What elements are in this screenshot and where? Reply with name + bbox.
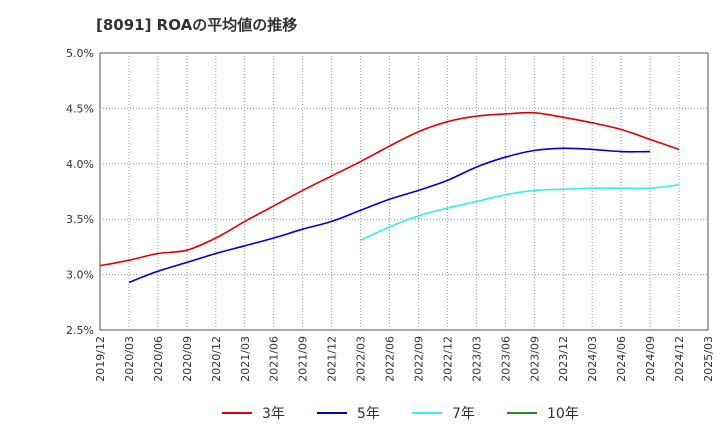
x-axis-ticks: 2019/12 2020/03 2020/06 2020/09 2020/12 2021/… bbox=[94, 336, 715, 382]
x-tick-label: 2024/09 bbox=[644, 336, 657, 382]
y-tick-label: 2.5% bbox=[66, 324, 94, 337]
y-tick-label: 4.5% bbox=[66, 102, 94, 115]
y-tick-label: 3.0% bbox=[66, 269, 94, 282]
x-tick-label: 2021/06 bbox=[268, 336, 281, 382]
legend-label-3: 7年 bbox=[452, 406, 475, 422]
x-tick-label: 2020/12 bbox=[210, 336, 223, 382]
x-tick-label: 2020/09 bbox=[181, 336, 194, 382]
x-tick-label: 2019/12 bbox=[94, 336, 107, 382]
x-tick-label: 2022/09 bbox=[412, 336, 425, 382]
grid-lines bbox=[100, 53, 708, 330]
legend-label-1: 3年 bbox=[262, 406, 285, 422]
x-tick-label: 2023/06 bbox=[499, 336, 512, 382]
x-tick-label: 2021/03 bbox=[239, 336, 252, 382]
x-tick-label: 2024/12 bbox=[673, 336, 686, 382]
x-tick-label: 2022/06 bbox=[384, 336, 397, 382]
x-tick-label: 2025/03 bbox=[702, 336, 715, 382]
series-line-3 bbox=[360, 184, 680, 242]
series-lines bbox=[99, 111, 680, 284]
x-tick-label: 2021/09 bbox=[297, 336, 310, 382]
legend-label-4: 10年 bbox=[547, 406, 579, 422]
x-tick-label: 2024/06 bbox=[615, 336, 628, 382]
x-tick-label: 2023/09 bbox=[528, 336, 541, 382]
x-tick-label: 2023/03 bbox=[470, 336, 483, 382]
x-tick-label: 2024/03 bbox=[586, 336, 599, 382]
legend: 3年 5年 7年 10年 bbox=[222, 406, 579, 422]
plot-area bbox=[99, 52, 709, 331]
legend-label-2: 5年 bbox=[357, 406, 380, 422]
x-tick-label: 2020/06 bbox=[152, 336, 165, 382]
y-axis-ticks: 2.5% 3.0% 3.5% 4.0% 4.5% 5.0% bbox=[66, 47, 94, 337]
chart-title: [8091] ROAの平均値の推移 bbox=[96, 16, 298, 34]
series-line-2 bbox=[128, 147, 651, 284]
y-tick-label: 3.5% bbox=[66, 213, 94, 226]
x-tick-label: 2022/03 bbox=[355, 336, 368, 382]
y-tick-label: 5.0% bbox=[66, 47, 94, 60]
x-tick-label: 2020/03 bbox=[123, 336, 136, 382]
x-tick-label: 2021/12 bbox=[326, 336, 339, 382]
series-line-1 bbox=[99, 111, 680, 267]
x-tick-label: 2022/12 bbox=[441, 336, 454, 382]
y-tick-label: 4.0% bbox=[66, 158, 94, 171]
x-tick-label: 2023/12 bbox=[557, 336, 570, 382]
